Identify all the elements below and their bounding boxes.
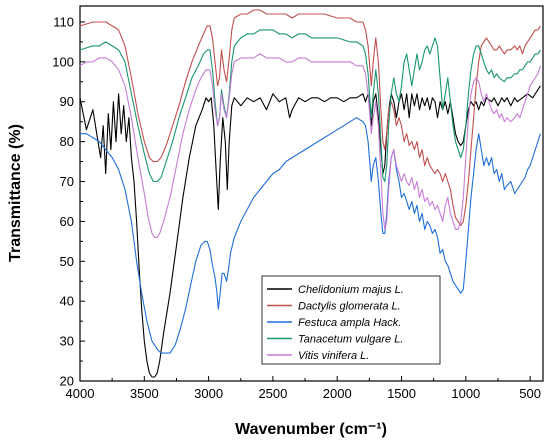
y-tick-label: 110	[53, 14, 74, 29]
y-tick-label: 100	[52, 54, 74, 69]
y-tick-label: 50	[60, 254, 74, 269]
y-tick-label: 20	[60, 374, 74, 389]
series-line-2	[80, 117, 541, 354]
plot-area-frame	[79, 5, 544, 382]
x-axis-ticks: 4000 3500 3000 2500 2000 1500 1000 500	[66, 376, 541, 401]
legend-label-1: Dactylis glomerata L.	[298, 301, 401, 313]
x-tick-label: 2000	[323, 386, 352, 401]
x-tick-label: 3500	[130, 386, 159, 401]
x-tick-label: 3000	[194, 386, 223, 401]
series-layer	[79, 9, 541, 378]
y-tick-label: 60	[60, 214, 74, 229]
y-tick-label: 30	[60, 334, 74, 349]
x-tick-label: 2500	[258, 386, 287, 401]
y-axis-ticks: 20 30 40 50 60 70 80 90 100 110	[52, 14, 85, 389]
y-tick-label: 70	[60, 174, 74, 189]
legend: Chelidonium majus L. Dactylis glomerata L…	[261, 275, 441, 365]
y-tick-label: 90	[60, 94, 74, 109]
y-axis-title: Transmittance (%)	[7, 124, 24, 262]
x-tick-label: 1500	[387, 386, 416, 401]
legend-label-3: Tanacetum vulgare L.	[298, 334, 403, 346]
series-line-3	[79, 29, 541, 183]
x-tick-label: 500	[519, 386, 541, 401]
series-line-4	[79, 53, 541, 238]
y-tick-label: 80	[60, 134, 74, 149]
legend-frame	[261, 275, 441, 365]
x-axis-title: Wavenumber (cm⁻¹)	[235, 421, 387, 438]
legend-label-4: Vitis vinifera L.	[298, 350, 369, 362]
legend-label-0: Chelidonium majus L.	[298, 284, 404, 296]
x-tick-label: 1000	[451, 386, 480, 401]
legend-label-2: Festuca ampla Hack.	[298, 317, 401, 329]
x-tick-label: 4000	[66, 386, 95, 401]
y-tick-label: 40	[60, 294, 74, 309]
series-line-1	[79, 9, 541, 226]
